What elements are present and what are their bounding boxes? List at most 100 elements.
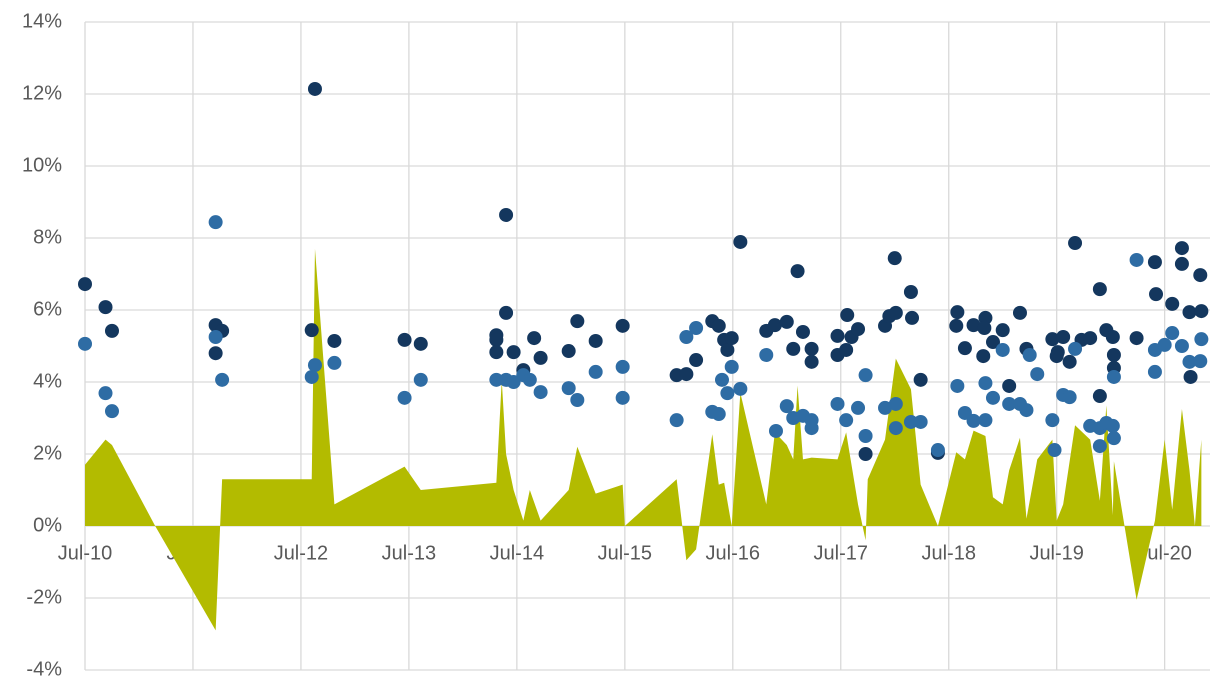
scatter-point [985,335,1000,350]
scatter-point [887,251,902,266]
scatter-point [978,376,993,391]
scatter-point [1022,348,1037,362]
scatter-point [966,413,981,428]
scatter-point [768,423,783,438]
scatter-point [397,390,412,405]
scatter-point [779,314,794,329]
scatter-point [786,341,801,356]
scatter-point [851,400,866,415]
scatter-point [104,323,119,338]
scatter-point [1049,349,1064,364]
scatter-point [950,378,965,393]
scatter-point [1002,378,1017,393]
scatter-point [804,341,819,356]
scatter-point [804,354,819,369]
scatter-point [413,372,428,387]
area [85,248,1202,631]
scatter-point [724,359,739,374]
scatter-point [1129,331,1144,346]
x-tick-label: Jul-13 [382,542,436,564]
scatter-point [985,390,1000,405]
scatter-point [1030,367,1045,382]
scatter-point [905,310,920,325]
y-tick-label: 14% [22,10,62,32]
scatter-point [978,413,993,428]
scatter-point [1174,256,1189,271]
scatter-point [949,318,964,333]
scatter-point [1002,396,1017,411]
scatter-point [888,396,903,411]
scatter-point [1182,354,1197,369]
y-tick-label: 8% [33,226,62,248]
scatter-point [1106,348,1121,362]
scatter-point [1105,330,1120,344]
scatter-point [830,396,845,411]
scatter-point [795,324,810,339]
scatter-point [1193,354,1208,369]
scatter-point [966,318,981,333]
scatter-point [858,429,873,443]
scatter-point [995,342,1010,357]
scatter-point [679,330,694,344]
scatter-point [1194,332,1209,347]
scatter-point [1193,268,1208,283]
scatter-point [397,332,412,347]
scatter-point [733,234,748,249]
scatter-point [724,331,739,346]
scatter-point [1165,296,1180,311]
scatter-point [1092,282,1107,297]
scatter-point [307,81,322,96]
scatter-point [669,413,684,428]
scatter-point [1106,431,1121,446]
x-tick-label: Jul-10 [58,542,112,564]
scatter-point [1129,252,1144,267]
scatter-point [413,336,428,351]
scatter-point [957,341,972,356]
scatter-point [215,372,230,387]
scatter-point [839,413,854,428]
y-tick-label: 2% [33,442,62,464]
x-tick-label: Jul-19 [1029,542,1083,564]
y-tick-label: 12% [22,82,62,104]
scatter-point [304,323,319,338]
scatter-point [1157,337,1172,352]
scatter-point [720,386,735,401]
scatter-point [1174,339,1189,353]
scatter-point [851,322,866,337]
scatter-point [570,393,585,407]
scatter-point [570,314,585,329]
scatter-point [858,447,873,461]
x-tick-label: Jul-14 [490,542,544,564]
scatter-point [489,332,504,347]
scatter-point [930,443,945,458]
y-tick-label: 6% [33,298,62,320]
scatter-point [527,331,542,346]
scatter-point [1012,305,1027,320]
scatter-point [858,368,873,383]
scatter-point [489,372,504,387]
scatter-point [689,353,704,368]
scatter-point [711,407,726,422]
scatter-point [561,344,576,359]
scatter-point [888,421,903,436]
scatter-point [78,277,92,292]
scatter-point [903,414,918,429]
scatter-point [588,333,603,348]
scatter-point [790,264,805,279]
scatter-point [1045,332,1060,347]
y-tick-label: 10% [22,154,62,176]
scatter-point [104,404,119,419]
x-tick-label: Jul-12 [274,542,328,564]
x-tick-label: Jul-20 [1137,542,1191,564]
scatter-point [1045,413,1060,428]
scatter-point [767,318,782,333]
scatter-point [533,350,548,365]
scatter-point [950,305,965,320]
scatter-point [840,308,855,323]
scatter-point [679,367,694,382]
scatter-point [1056,330,1071,344]
scatter-point [976,349,991,364]
scatter-point [733,381,748,396]
scatter-point [830,328,845,343]
scatter-point [1092,439,1107,454]
